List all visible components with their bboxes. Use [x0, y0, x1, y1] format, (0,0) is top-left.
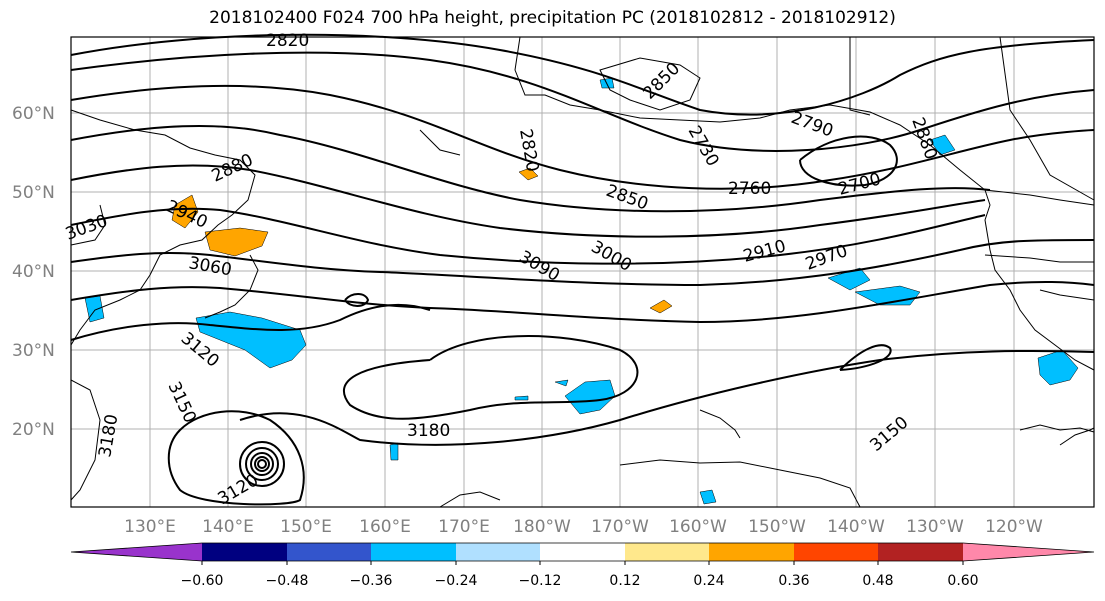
colorbar-tick-label: −0.12: [519, 573, 562, 589]
latitude-labels: 60°N 50°N 40°N 30°N 20°N: [12, 104, 55, 440]
coastlines: [70, 36, 1095, 508]
lon-label: 130°W: [906, 517, 964, 537]
contour-label: 2760: [728, 179, 771, 199]
colorbar-segment: [456, 543, 540, 561]
lon-label: 170°E: [438, 517, 490, 537]
gridlines: [71, 37, 1094, 507]
contour-label: 2820: [266, 31, 309, 51]
colorbar-segment: [202, 543, 287, 561]
lon-label: 160°W: [669, 517, 727, 537]
height-contours: [70, 33, 1095, 506]
lat-label: 30°N: [12, 341, 55, 361]
colorbar-tick-label: 0.48: [862, 573, 893, 589]
lon-label: 120°W: [985, 517, 1043, 537]
lon-label: 140°E: [202, 517, 254, 537]
typhoon-contours: [239, 441, 285, 487]
lat-label: 50°N: [12, 183, 55, 203]
lon-label: 180°W: [513, 517, 571, 537]
precip-shading: [84, 77, 1079, 505]
colorbar-segment: [371, 543, 456, 561]
contour-label: 3180: [407, 421, 450, 441]
colorbar-segment: [287, 543, 371, 561]
map-title: 2018102400 F024 700 hPa height, precipit…: [209, 8, 896, 28]
colorbar-segment: [709, 543, 794, 561]
lon-label: 160°E: [359, 517, 411, 537]
lon-label: 170°W: [591, 517, 649, 537]
colorbar-segment: [625, 543, 709, 561]
lon-label: 150°E: [280, 517, 332, 537]
colorbar-segment: [878, 543, 963, 561]
lat-label: 40°N: [12, 262, 55, 282]
colorbar-segment: [540, 543, 625, 561]
colorbar-tick-label: 0.36: [778, 573, 809, 589]
lon-label: 130°E: [124, 517, 176, 537]
colorbar-segment: [794, 543, 878, 561]
colorbar: [70, 542, 1095, 565]
colorbar-tick-label: 0.60: [947, 573, 978, 589]
colorbar-tick-label: −0.48: [266, 573, 309, 589]
colorbar-tick-label: 0.24: [693, 573, 724, 589]
colorbar-segment: [963, 543, 1094, 561]
colorbar-tick-label: −0.60: [181, 573, 224, 589]
lon-label: 140°W: [827, 517, 885, 537]
map-frame: [70, 36, 1095, 508]
longitude-labels: 130°E 140°E 150°E 160°E 170°E 180°W 170°…: [124, 517, 1043, 537]
colorbar-tick-label: 0.12: [609, 573, 640, 589]
colorbar-tick-label: −0.24: [435, 573, 478, 589]
colorbar-segment: [71, 543, 202, 561]
lon-label: 150°W: [748, 517, 806, 537]
colorbar-tick-labels: −0.60 −0.48 −0.36 −0.24 −0.12 0.12 0.24 …: [181, 573, 979, 589]
colorbar-tick-label: −0.36: [350, 573, 393, 589]
lat-label: 20°N: [12, 420, 55, 440]
lat-label: 60°N: [12, 104, 55, 124]
